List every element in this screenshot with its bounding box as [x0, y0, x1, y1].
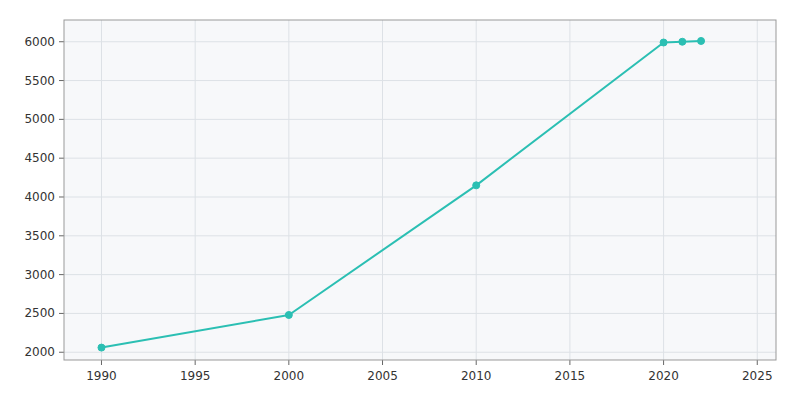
point [679, 38, 686, 45]
point [473, 182, 480, 189]
tick-mark [59, 352, 64, 353]
grid [64, 20, 776, 360]
chart: 1990 1995 2000 2005 2010 2015 2020 2025 2000 2500… [0, 0, 800, 400]
point [660, 39, 667, 46]
tick-label: 2015 [555, 369, 586, 383]
tick-label: 1995 [180, 369, 211, 383]
tick-label: 2005 [367, 369, 398, 383]
tick-label: 5000 [24, 112, 55, 126]
tick-label: 2010 [461, 369, 492, 383]
series [98, 37, 705, 351]
axes: 1990 1995 2000 2005 2010 2015 2020 2025 2000 2500… [24, 35, 772, 383]
tick-mark [195, 360, 196, 365]
grid-line [64, 352, 776, 353]
grid-line [64, 274, 776, 275]
grid-line [64, 196, 776, 197]
grid-line [64, 313, 776, 314]
grid-line [64, 158, 776, 159]
tick-label: 2500 [24, 306, 55, 320]
tick-label: 2020 [648, 369, 679, 383]
tick-mark [59, 313, 64, 314]
tick-mark [59, 41, 64, 42]
point [98, 344, 105, 351]
tick-label: 3500 [24, 229, 55, 243]
point [698, 37, 705, 44]
plot-area [64, 20, 776, 360]
grid-line [476, 20, 477, 360]
tick-label: 6000 [24, 35, 55, 49]
grid-line [382, 20, 383, 360]
tick-mark [382, 360, 383, 365]
tick-mark [757, 360, 758, 365]
grid-line [64, 119, 776, 120]
tick-label: 2025 [742, 369, 773, 383]
grid-line [64, 80, 776, 81]
tick-mark [288, 360, 289, 365]
tick-label: 1990 [86, 369, 117, 383]
tick-mark [59, 158, 64, 159]
tick-mark [101, 360, 102, 365]
tick-mark [59, 119, 64, 120]
tick-label: 5500 [24, 74, 55, 88]
tick-label: 2000 [24, 345, 55, 359]
tick-mark [663, 360, 664, 365]
line [101, 41, 701, 348]
tick-label: 2000 [274, 369, 305, 383]
tick-label: 4000 [24, 190, 55, 204]
tick-mark [569, 360, 570, 365]
grid-line [195, 20, 196, 360]
chart-container: 1990 1995 2000 2005 2010 2015 2020 2025 2000 2500… [0, 0, 800, 400]
grid-line [663, 20, 664, 360]
tick-label: 4500 [24, 151, 55, 165]
tick-mark [59, 274, 64, 275]
grid-line [569, 20, 570, 360]
tick-label: 3000 [24, 268, 55, 282]
grid-line [64, 235, 776, 236]
grid-line [288, 20, 289, 360]
tick-mark [476, 360, 477, 365]
grid-line [757, 20, 758, 360]
grid-line [101, 20, 102, 360]
tick-mark [59, 196, 64, 197]
tick-mark [59, 80, 64, 81]
plot-frame [64, 20, 776, 360]
tick-mark [59, 235, 64, 236]
point [285, 311, 292, 318]
